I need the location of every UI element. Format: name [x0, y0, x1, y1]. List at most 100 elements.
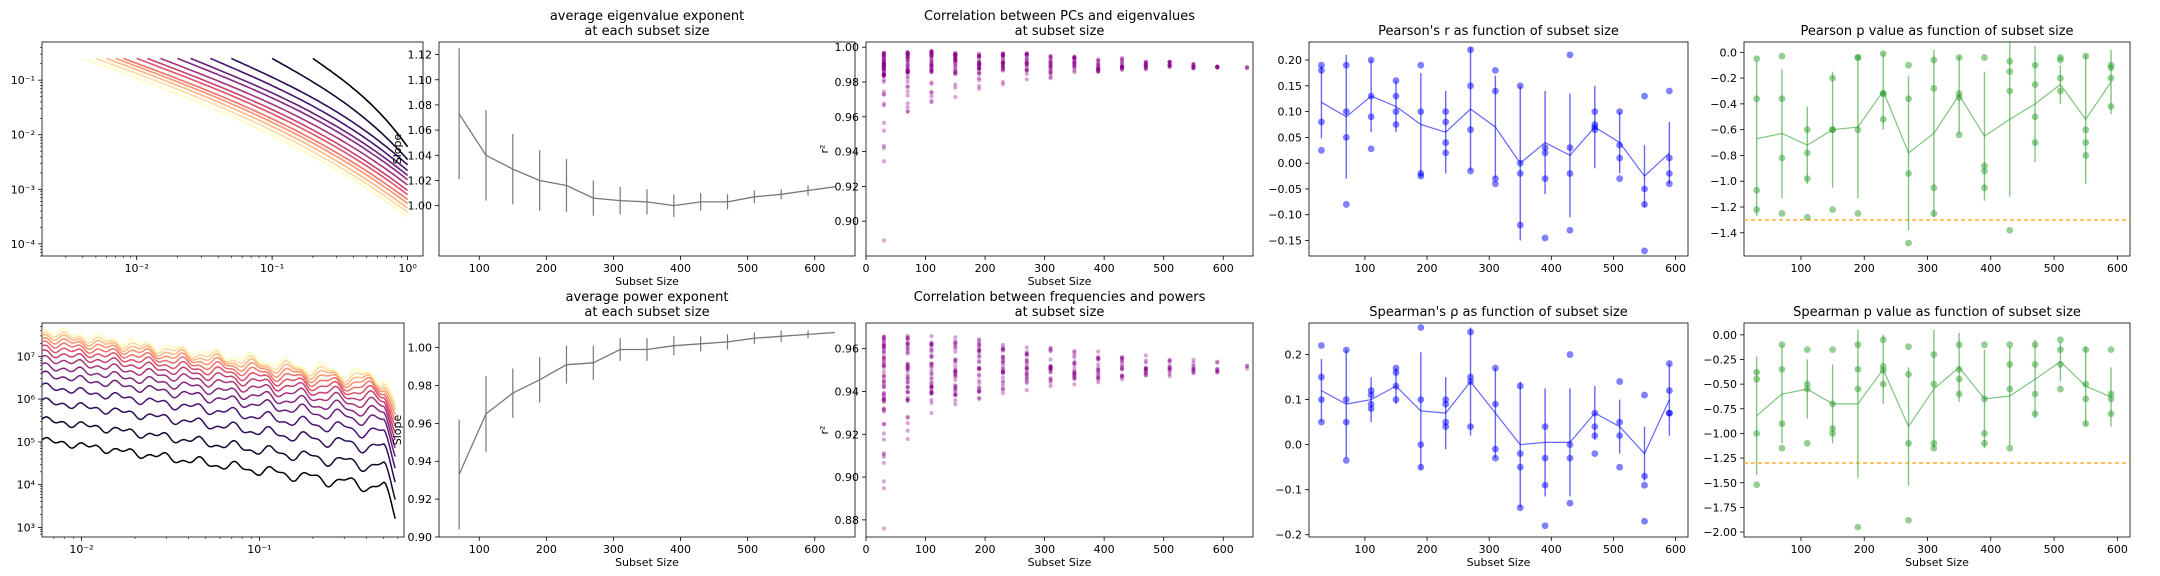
- data-point: [905, 93, 910, 98]
- data-point: [881, 53, 886, 59]
- data-point: [1392, 396, 1400, 403]
- data-point: [1616, 463, 1624, 471]
- axes-frame: [1743, 322, 2131, 538]
- data-point: [881, 383, 886, 388]
- data-point: [1072, 55, 1077, 61]
- data-point: [1096, 69, 1101, 75]
- y-tick-label: 0.05: [1278, 131, 1303, 144]
- data-point: [1778, 95, 1786, 103]
- data-point: [977, 66, 982, 71]
- data-point: [905, 397, 910, 402]
- data-point: [977, 62, 982, 67]
- data-point: [1905, 239, 1912, 247]
- data-point: [1000, 51, 1006, 56]
- data-point: [881, 384, 886, 389]
- x-tick-label: 10⁻²: [69, 543, 93, 556]
- data-point: [2082, 395, 2090, 403]
- data-point: [1000, 390, 1006, 396]
- data-point: [953, 56, 958, 62]
- data-point: [1143, 63, 1148, 68]
- data-point: [1024, 52, 1029, 57]
- data-point: [1879, 336, 1887, 344]
- data-point: [881, 92, 886, 97]
- panel-p10: 100 200 300 400 500 600 −2.00 −1.75 −1.50 −1.25 −1…: [1703, 305, 2131, 569]
- axes-frame: [1308, 322, 1689, 538]
- data-point: [1318, 66, 1325, 74]
- data-point: [905, 338, 910, 343]
- data-point: [1778, 154, 1786, 162]
- data-point: [1981, 184, 1988, 192]
- spectrum-curve: [210, 57, 409, 172]
- data-point: [929, 355, 934, 360]
- data-point: [1143, 61, 1148, 66]
- data-point: [1167, 64, 1172, 70]
- data-point: [1191, 62, 1196, 67]
- data-point: [977, 348, 982, 353]
- data-point: [953, 364, 958, 369]
- data-point: [905, 51, 910, 56]
- data-point: [1096, 64, 1101, 70]
- data-point: [1955, 341, 1963, 349]
- data-point: [953, 357, 958, 362]
- data-point: [881, 350, 886, 355]
- data-point: [1417, 441, 1425, 449]
- data-point: [1491, 364, 1499, 372]
- data-point: [953, 52, 958, 58]
- data-point: [1048, 364, 1053, 369]
- data-point: [1905, 61, 1912, 69]
- y-tick-label: 10⁻⁴: [11, 238, 36, 251]
- data-point: [1367, 405, 1375, 412]
- data-point: [905, 69, 910, 74]
- data-point: [1000, 51, 1006, 56]
- data-point: [1024, 358, 1029, 363]
- data-point: [1981, 341, 1988, 349]
- x-tick-label: 300: [1034, 262, 1055, 275]
- data-point: [1342, 61, 1350, 69]
- data-point: [881, 359, 886, 364]
- data-point: [881, 61, 886, 66]
- data-point: [905, 415, 910, 420]
- data-point: [905, 414, 910, 419]
- data-point: [1000, 370, 1006, 375]
- data-point: [1096, 66, 1101, 72]
- spectrum-curve: [106, 57, 409, 209]
- data-point: [1119, 57, 1125, 62]
- data-point: [1753, 186, 1761, 194]
- y-tick-label: −1.00: [1703, 427, 1737, 440]
- y-tick-label: 0.94: [835, 146, 860, 159]
- data-point: [2107, 390, 2115, 398]
- data-point: [1215, 64, 1220, 69]
- x-tick-label: 200: [1854, 262, 1875, 275]
- data-point: [953, 95, 958, 100]
- data-point: [2031, 113, 2039, 121]
- data-point: [1215, 65, 1220, 70]
- data-point: [1000, 383, 1006, 388]
- data-point: [1072, 68, 1077, 73]
- data-point: [1119, 62, 1125, 67]
- data-point: [1096, 367, 1101, 373]
- data-point: [1000, 63, 1006, 69]
- data-point: [977, 366, 982, 371]
- data-point: [1215, 360, 1220, 365]
- data-point: [1753, 481, 1761, 489]
- data-point: [1191, 65, 1196, 71]
- data-point: [1119, 367, 1125, 372]
- data-point: [1342, 457, 1350, 464]
- data-point: [905, 342, 910, 347]
- data-point: [881, 390, 886, 396]
- data-point: [1096, 65, 1101, 70]
- x-tick-label: 600: [1665, 543, 1686, 556]
- data-point: [1096, 369, 1101, 374]
- data-point: [1342, 133, 1350, 141]
- data-point: [1641, 201, 1648, 208]
- data-point: [2082, 346, 2090, 354]
- x-axis-label: Subset Size: [615, 275, 679, 288]
- data-point: [1024, 62, 1029, 67]
- data-point: [881, 334, 886, 339]
- data-point: [977, 354, 982, 359]
- data-point: [953, 52, 958, 58]
- data-point: [2082, 152, 2090, 159]
- data-point: [881, 50, 886, 56]
- data-point: [929, 380, 934, 385]
